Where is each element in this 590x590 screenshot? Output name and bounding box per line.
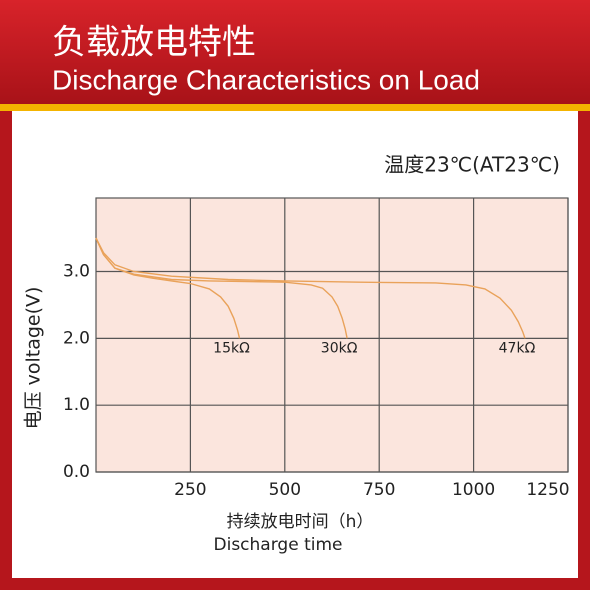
series-line xyxy=(95,237,348,339)
series-label: 47kΩ xyxy=(499,340,536,356)
header xyxy=(0,0,590,104)
annotation: 温度23℃(AT23℃) xyxy=(384,153,560,177)
y-tick-label: 1.0 xyxy=(63,395,90,415)
x-tick-label: 750 xyxy=(363,480,395,500)
y-axis-label: 电压 voltage(V) xyxy=(23,287,45,430)
x-tick-label: 500 xyxy=(269,480,301,500)
plot-background xyxy=(95,197,569,473)
subtitle: Discharge Characteristics on Load xyxy=(52,64,480,95)
header-stripe xyxy=(0,104,590,111)
series-label: 15kΩ xyxy=(213,340,250,356)
x-axis-label: 持续放电时间（h） xyxy=(227,512,374,532)
x-tick-label: 1000 xyxy=(452,480,495,500)
series-label: 30kΩ xyxy=(321,340,358,356)
series-line xyxy=(95,237,526,339)
plot: 0.0 1.0 2.0 3.0 250 500 750 1000 1250 15kΩ 30kΩ 47k… xyxy=(63,197,570,500)
title: 负载放电特性 xyxy=(52,23,256,63)
y-tick-label: 2.0 xyxy=(63,328,90,348)
x-tick-label: 250 xyxy=(174,480,206,500)
y-tick-label: 3.0 xyxy=(63,262,90,282)
y-tick-label: 0.0 xyxy=(63,462,90,482)
x-axis-label-en: Discharge time xyxy=(214,535,343,555)
x-tick-label: 1250 xyxy=(526,480,569,500)
